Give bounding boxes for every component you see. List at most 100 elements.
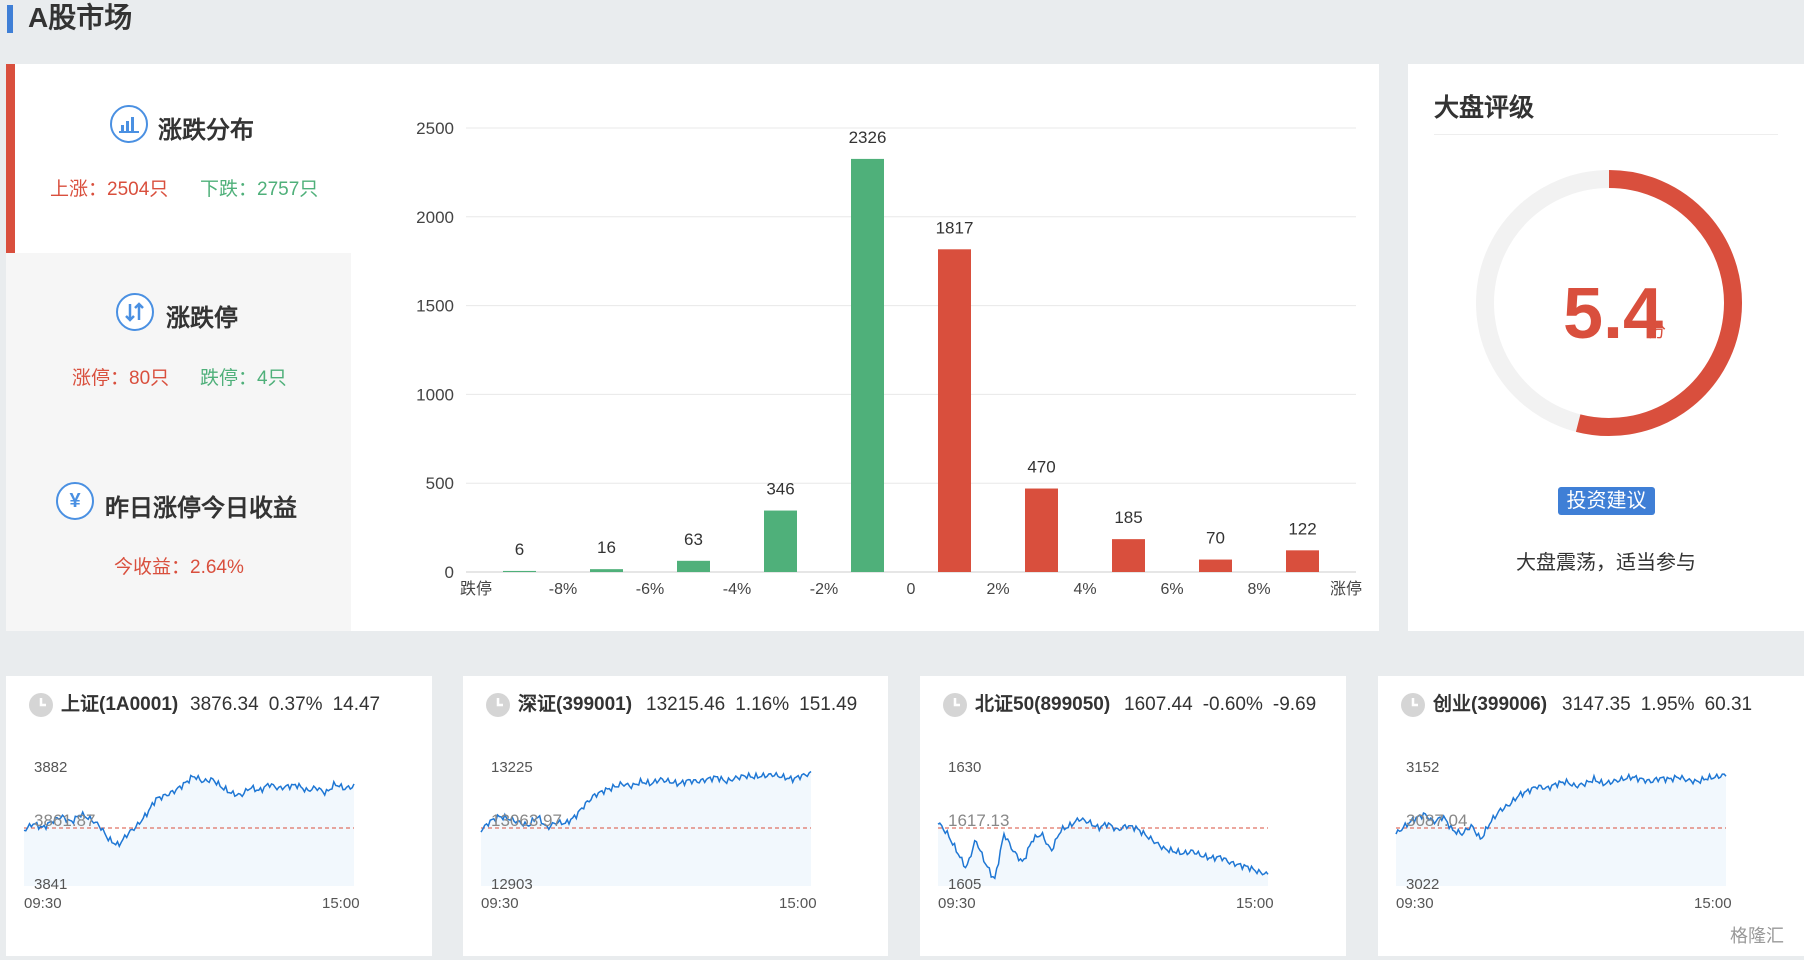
intraday-line-chart: 1630 1617.13 1605 09:30 15:00 — [937, 759, 1274, 912]
index-name: 上证(1A0001) — [61, 694, 179, 715]
start-time-label: 09:30 — [24, 895, 62, 912]
index-change: 60.31 — [1704, 694, 1753, 715]
bar — [938, 249, 971, 573]
area-fill — [481, 771, 811, 886]
gauge-fill — [1575, 170, 1742, 436]
index-change: 151.49 — [799, 694, 858, 715]
bar-value-label: 346 — [766, 480, 794, 499]
end-time-label: 15:00 — [322, 895, 360, 912]
bar-value-label: 185 — [1114, 508, 1142, 527]
x-tick-label: 2% — [986, 581, 1009, 598]
x-tick-label: -8% — [549, 581, 577, 598]
limit-tab[interactable]: 涨跌停 涨停：80只 跌停：4只 — [6, 253, 351, 442]
index-card-sz[interactable]: 深证(399001) 13215.46 1.16% 151.49 13225 1306… — [463, 676, 888, 956]
score-unit: 分 — [1648, 321, 1666, 341]
price-line — [1395, 772, 1727, 841]
index-values: 3147.35 1.95% 60.31 — [1562, 692, 1762, 718]
ref-label: 3861.87 — [34, 811, 95, 830]
rating-title: 大盘评级 — [1434, 94, 1535, 122]
yield-tab[interactable]: ¥ 昨日涨停今日收益 今收益：2.64% — [6, 442, 351, 631]
y-tick-label: 500 — [426, 474, 454, 493]
index-pct: 0.37% — [268, 694, 323, 715]
bar-value-label: 122 — [1288, 519, 1316, 538]
clock-icon — [943, 693, 967, 717]
bar — [851, 158, 884, 572]
area-fill — [24, 775, 354, 886]
market-rating-panel: 大盘评级 5.4 分 投资建议 大盘震荡，适当参与 — [1408, 64, 1804, 631]
yield-title: 昨日涨停今日收益 — [105, 495, 297, 522]
low-label: 3022 — [1406, 876, 1439, 893]
y-tick-label: 0 — [445, 563, 454, 582]
index-pct: 1.16% — [735, 694, 790, 715]
limit-up-count: 涨停：80只 — [72, 368, 170, 389]
x-tick-label: 8% — [1247, 581, 1270, 598]
ref-label: 1617.13 — [948, 811, 1009, 830]
bar — [1025, 488, 1058, 572]
advice-text: 大盘震荡，适当参与 — [1516, 552, 1696, 574]
index-change: 14.47 — [332, 694, 381, 715]
index-card-sh[interactable]: 上证(1A0001) 3876.34 0.37% 14.47 3882 3861.87… — [6, 676, 432, 956]
high-label: 1630 — [948, 759, 981, 776]
bar-value-label: 63 — [684, 530, 703, 549]
investment-advice-button[interactable]: 投资建议 — [1558, 487, 1655, 515]
distribution-bar-chart: 0 500 1000 1500 2000 2500 跌停 -8% -6% -4% -2% 0 2% 4% 6… — [416, 119, 1362, 598]
index-name: 北证50(899050) — [975, 694, 1111, 715]
index-card-cy[interactable]: 创业(399006) 3147.35 1.95% 60.31 3152 3087.04… — [1378, 676, 1804, 956]
index-price: 3147.35 — [1562, 694, 1631, 715]
limit-down-count: 跌停：4只 — [200, 368, 287, 389]
x-tick-label: 4% — [1073, 581, 1096, 598]
index-price: 13215.46 — [646, 694, 726, 715]
index-price: 3876.34 — [190, 694, 259, 715]
yuan-icon: ¥ — [56, 482, 94, 520]
index-pct: 1.95% — [1640, 694, 1695, 715]
clock-icon — [486, 693, 510, 717]
index-values: 3876.34 0.37% 14.47 — [190, 692, 390, 718]
high-label: 3152 — [1406, 759, 1439, 776]
start-time-label: 09:30 — [1396, 895, 1434, 912]
price-line — [937, 816, 1269, 880]
end-time-label: 15:00 — [1694, 895, 1732, 912]
rating-score: 5.4 — [1562, 274, 1664, 354]
bar-chart-icon — [110, 105, 148, 143]
bar — [677, 560, 710, 572]
limit-title: 涨跌停 — [166, 305, 238, 332]
index-name: 深证(399001) — [518, 694, 633, 715]
high-label: 13225 — [491, 759, 533, 776]
page-title: A股市场 — [28, 2, 133, 33]
x-tick-label: 涨停 — [1330, 580, 1362, 598]
high-label: 3882 — [34, 759, 67, 776]
bar-value-label: 16 — [597, 538, 616, 557]
intraday-line-chart: 13225 13063.97 12903 09:30 15:00 — [480, 759, 817, 912]
price-line — [23, 773, 355, 849]
index-card-bj[interactable]: 北证50(899050) 1607.44 -0.60% -9.69 1630 1617… — [920, 676, 1346, 956]
low-label: 12903 — [491, 876, 533, 893]
bar-value-label: 70 — [1206, 529, 1225, 548]
bar — [764, 510, 797, 572]
intraday-line-chart: 3882 3861.87 3841 09:30 15:00 — [23, 759, 360, 912]
bar — [590, 569, 623, 572]
x-tick-label: -4% — [723, 581, 751, 598]
up-count: 上涨：2504只 — [50, 179, 169, 200]
bar-value-label: 2326 — [849, 128, 887, 147]
x-tick-label: -6% — [636, 581, 664, 598]
dist-title: 涨跌分布 — [158, 117, 254, 144]
area-fill — [938, 818, 1268, 886]
end-time-label: 15:00 — [1236, 895, 1274, 912]
watermark: 格隆汇 — [1730, 926, 1784, 946]
bar — [1286, 550, 1319, 572]
header-accent-bar — [7, 5, 13, 33]
area-fill — [1396, 774, 1726, 886]
index-values: 13215.46 1.16% 151.49 — [646, 692, 867, 718]
bar — [503, 570, 536, 572]
x-tick-label: 6% — [1160, 581, 1183, 598]
bar — [1112, 539, 1145, 572]
index-values: 1607.44 -0.60% -9.69 — [1124, 692, 1326, 718]
x-tick-label: 0 — [907, 581, 916, 598]
bar-value-label: 6 — [515, 540, 524, 559]
dist-tab[interactable]: 涨跌分布 上涨：2504只 下跌：2757只 — [6, 64, 351, 253]
ref-label: 13063.97 — [491, 811, 562, 830]
down-count: 下跌：2757只 — [200, 179, 319, 200]
up-down-arrows-icon — [116, 293, 154, 331]
yield-value: 今收益：2.64% — [114, 557, 244, 578]
divider — [1434, 134, 1778, 135]
